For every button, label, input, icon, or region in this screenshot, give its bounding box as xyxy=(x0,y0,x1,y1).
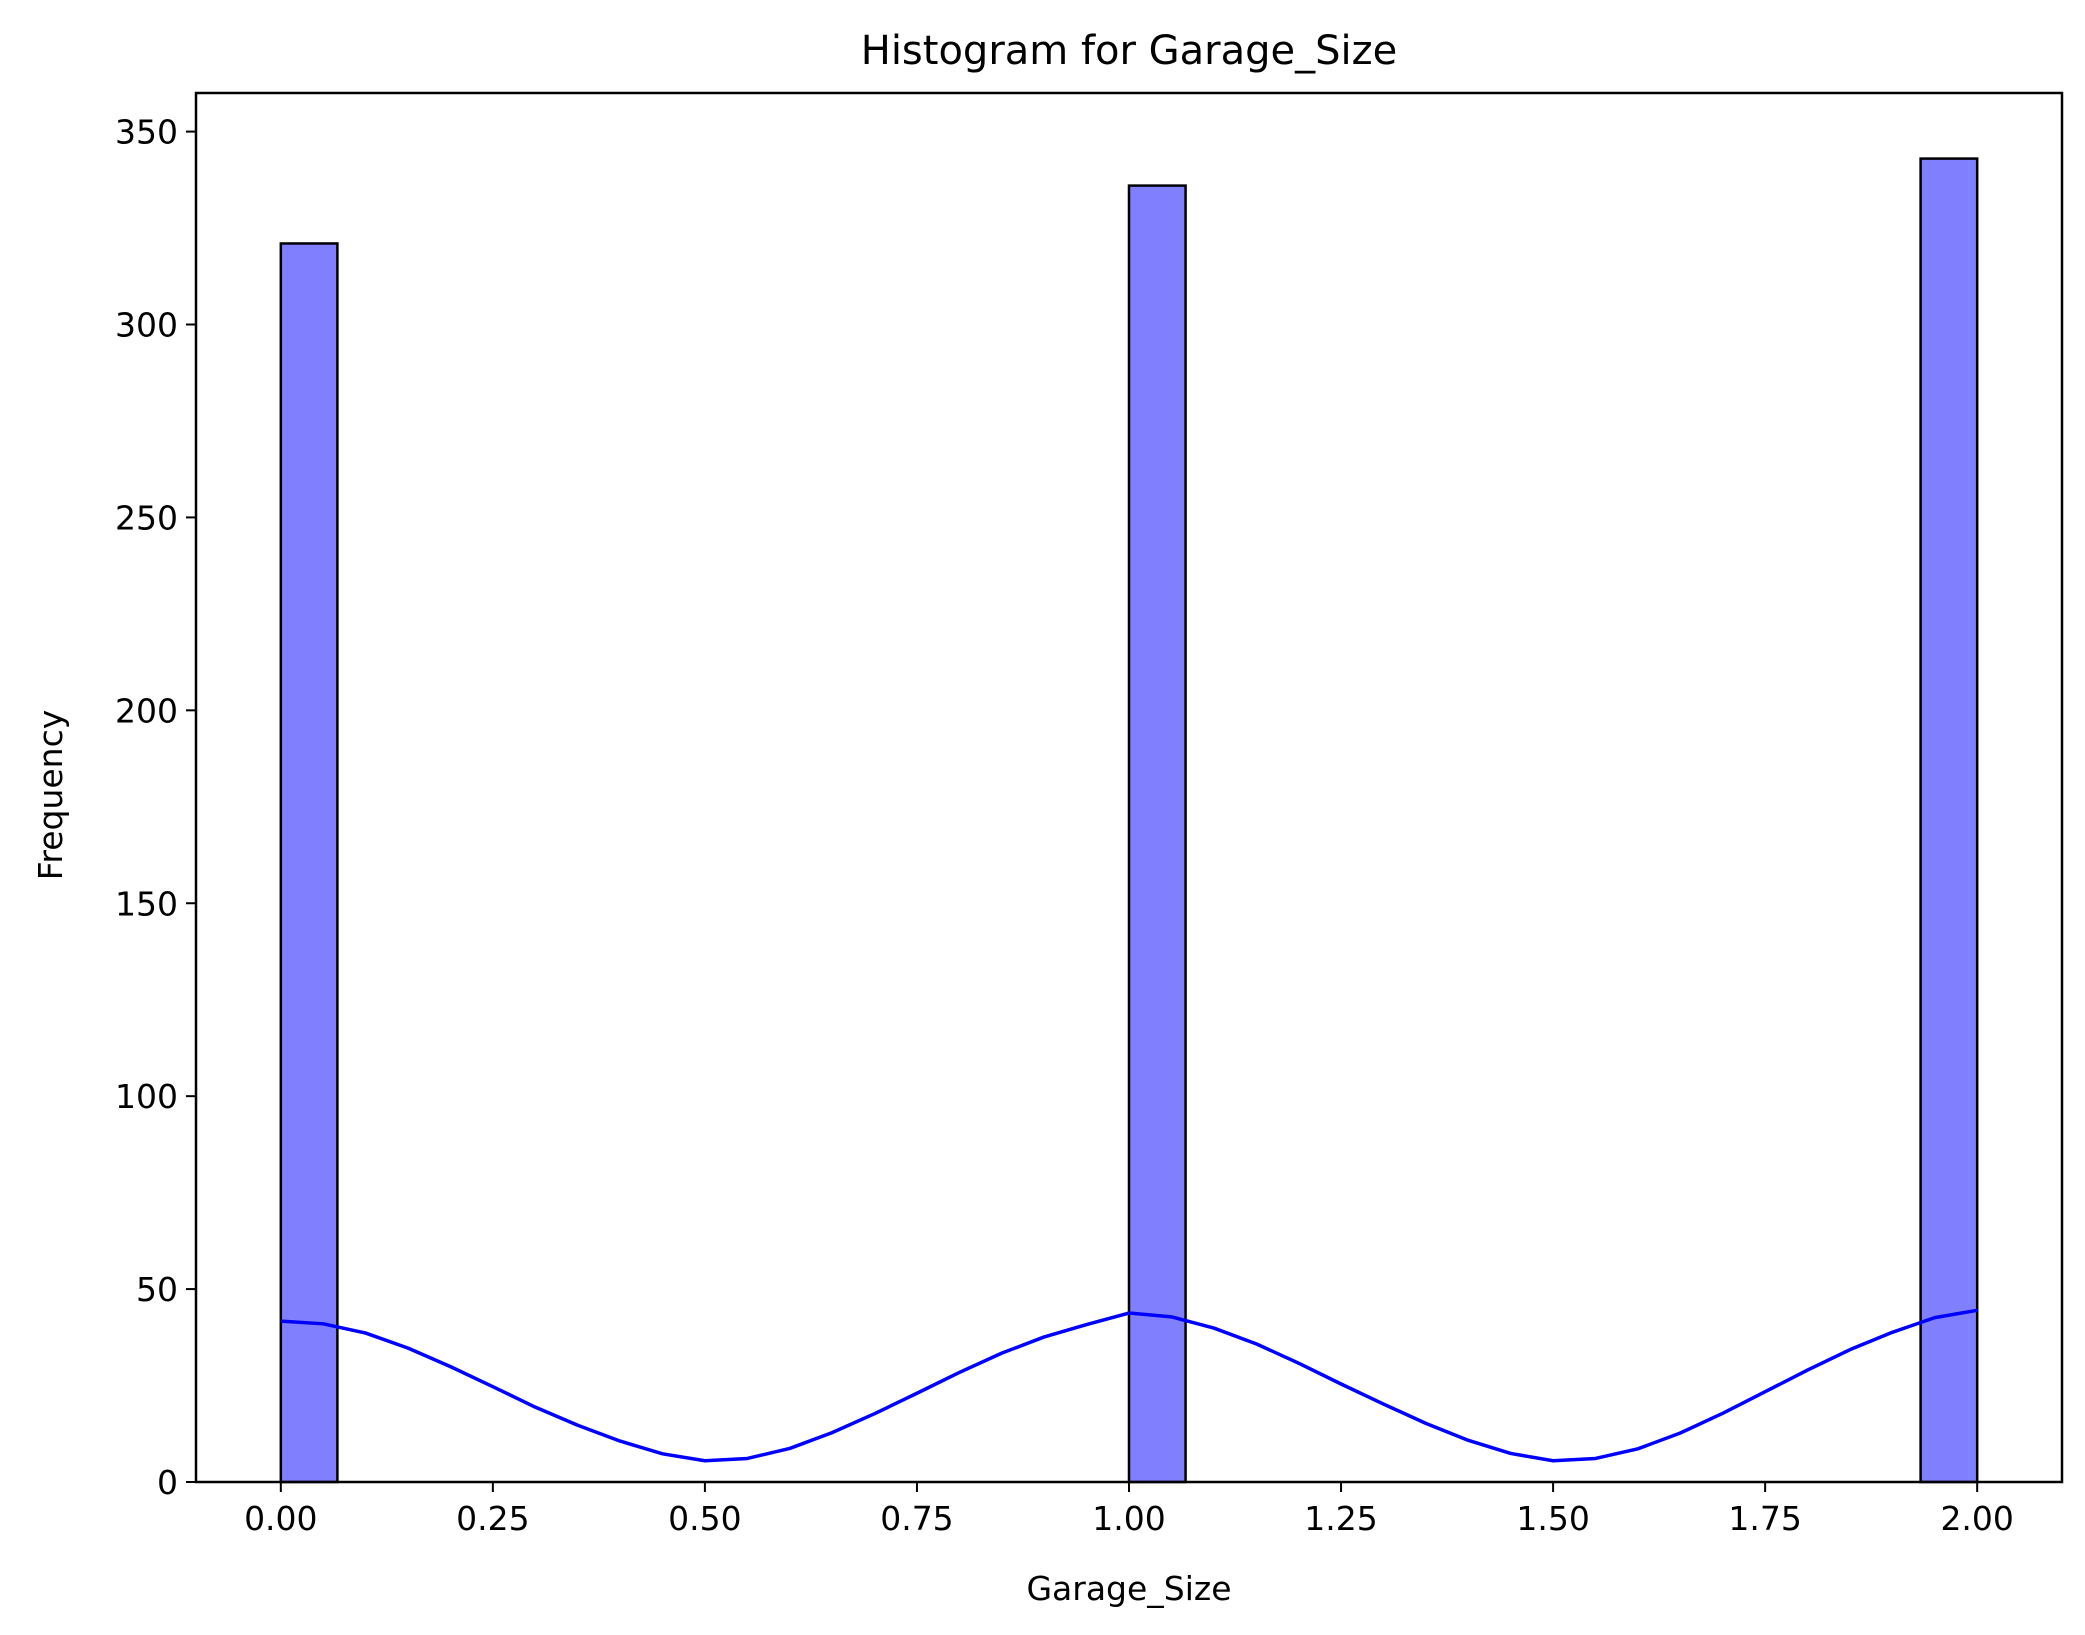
x-tick-label-4: 1.00 xyxy=(1092,1499,1165,1538)
y-tick-label-0: 0 xyxy=(157,1463,178,1502)
bars-layer xyxy=(279,157,1979,1484)
x-tick-label-0: 0.00 xyxy=(244,1499,317,1538)
y-axis-label: Frequency xyxy=(31,710,70,880)
x-tick-label-6: 1.50 xyxy=(1516,1499,1589,1538)
x-axis-label: Garage_Size xyxy=(1026,1569,1231,1608)
x-axis-ticks: 0.00 0.25 0.50 0.75 1.00 1.25 1.50 1.75 2.00 xyxy=(244,1482,2014,1538)
kde-layer xyxy=(280,1308,1978,1463)
y-tick-label-1: 50 xyxy=(136,1270,178,1309)
y-tick-label-2: 100 xyxy=(115,1077,178,1116)
chart-title: Histogram for Garage_Size xyxy=(861,28,1398,74)
y-tick-label-7: 350 xyxy=(115,113,178,152)
x-tick-label-7: 1.75 xyxy=(1728,1499,1801,1538)
y-tick-label-3: 150 xyxy=(115,884,178,923)
histogram-bar-0 xyxy=(279,242,339,1484)
x-tick-label-3: 0.75 xyxy=(880,1499,953,1538)
y-tick-label-4: 200 xyxy=(115,691,178,730)
x-tick-label-8: 2.00 xyxy=(1940,1499,2013,1538)
x-tick-label-5: 1.25 xyxy=(1304,1499,1377,1538)
x-tick-label-1: 0.25 xyxy=(456,1499,529,1538)
x-tick-label-2: 0.50 xyxy=(668,1499,741,1538)
y-tick-label-6: 300 xyxy=(115,306,178,345)
kde-curve xyxy=(280,1308,1978,1463)
histogram-bar-2 xyxy=(1919,157,1979,1484)
y-axis-ticks: 0 50 100 150 200 250 300 350 xyxy=(115,113,196,1502)
y-tick-label-5: 250 xyxy=(115,498,178,537)
histogram-bar-1 xyxy=(1127,184,1187,1484)
